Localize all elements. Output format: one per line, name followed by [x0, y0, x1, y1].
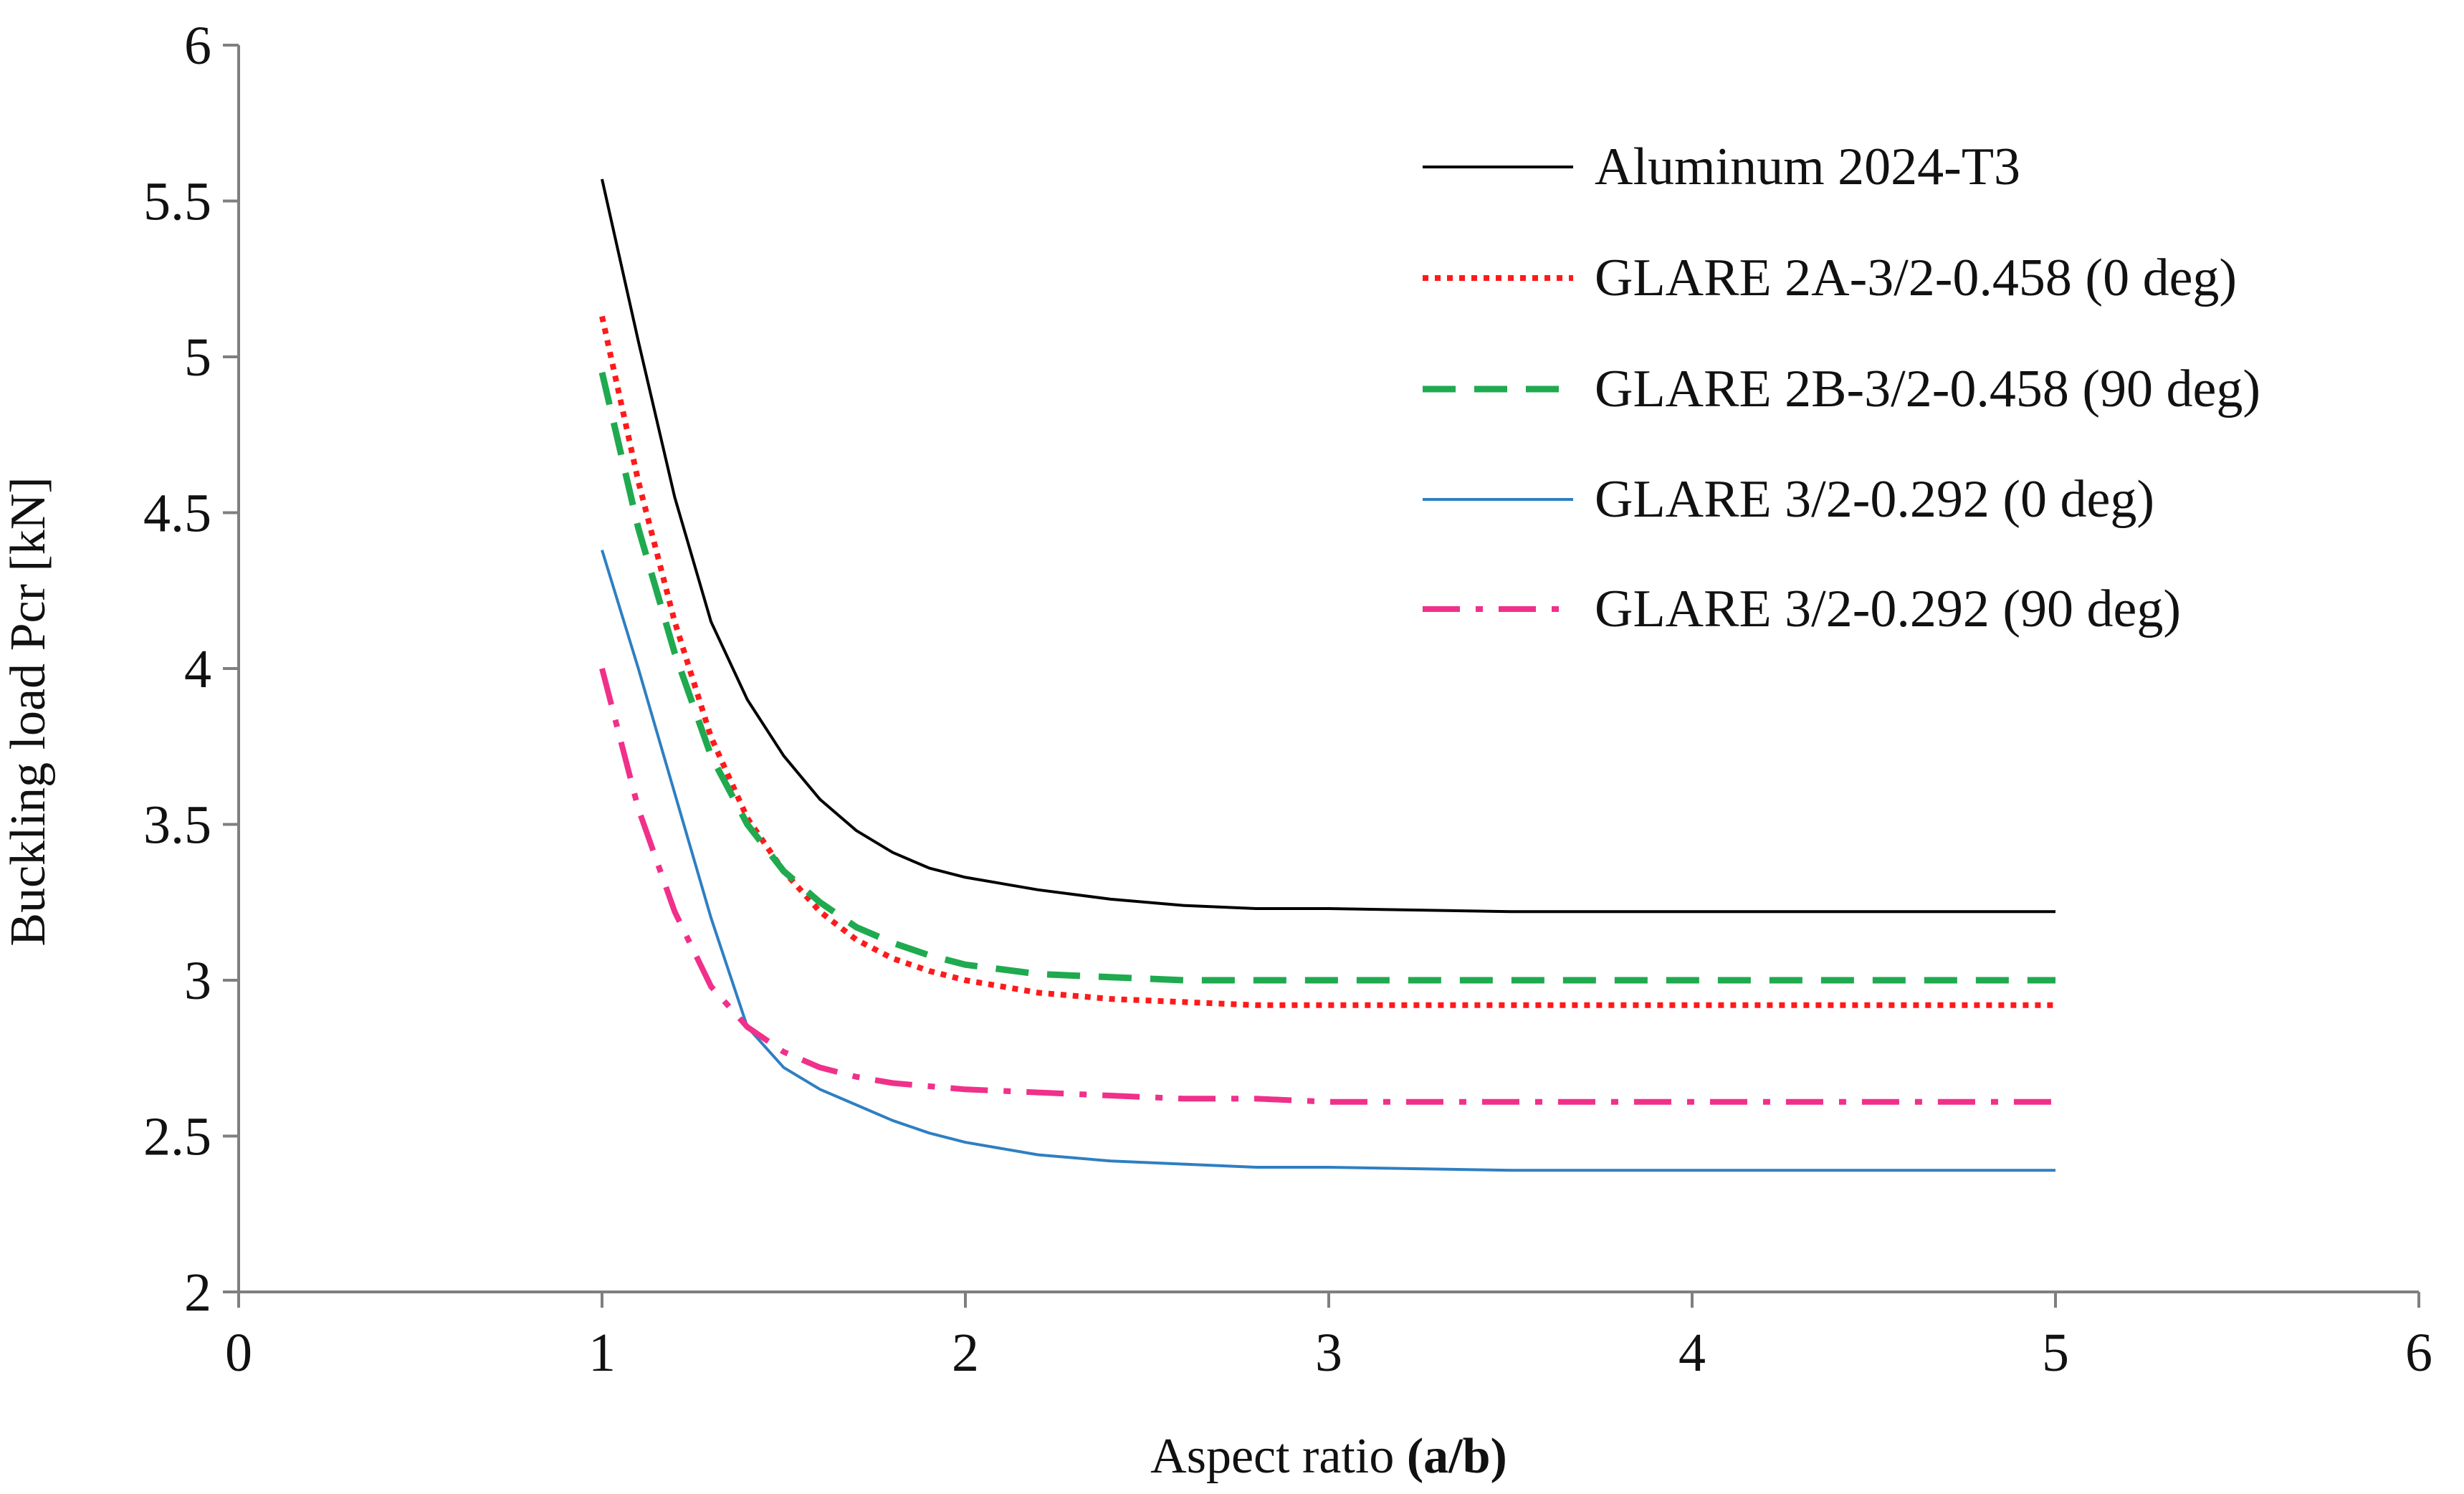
x-axis-title-bold: (a/b): [1407, 1429, 1507, 1484]
y-axis-title: Buckling load Pcr [kN]: [1, 477, 56, 946]
series-line-5: [599, 667, 2055, 1105]
legend-label-5: GLARE 3/2-0.292 (90 deg): [1595, 580, 2181, 638]
y-tick-label: 4.5: [143, 484, 211, 544]
y-tick-label: 6: [184, 16, 211, 76]
ticks-layer: 2 2.5 3 3.5 4 4.5 5 5.5 6 0 1 2 3 4 5 6: [143, 16, 2432, 1383]
y-tick-label: 5: [184, 327, 211, 388]
y-tick-label: 2: [184, 1263, 211, 1323]
x-axis-title: Aspect ratio (a/b): [1150, 1429, 1507, 1484]
x-tick-label: 0: [225, 1323, 252, 1383]
series-line-2: [599, 315, 2055, 1008]
series-line-1: [601, 178, 2055, 914]
y-tick-label: 5.5: [143, 172, 211, 232]
legend: Aluminum 2024-T3 GLARE 2A-3/2-0.458 (0 de…: [1423, 138, 2260, 638]
y-tick-label: 4: [184, 639, 211, 699]
x-tick-label: 6: [2405, 1323, 2432, 1383]
x-tick-label: 1: [588, 1323, 616, 1383]
x-tick-label: 3: [1315, 1323, 1342, 1383]
x-axis-title-text: Aspect ratio: [1150, 1429, 1407, 1484]
y-tick-label: 2.5: [143, 1107, 211, 1167]
legend-label-2: GLARE 2A-3/2-0.458 (0 deg): [1595, 249, 2237, 307]
series-line-4: [601, 550, 2055, 1172]
x-tick-label: 2: [952, 1323, 979, 1383]
series-layer: [598, 178, 2055, 1172]
legend-label-3: GLARE 2B-3/2-0.458 (90 deg): [1595, 360, 2260, 418]
y-tick-label: 3: [184, 951, 211, 1011]
legend-label-1: Aluminum 2024-T3: [1595, 138, 2020, 196]
series-line-3: [598, 371, 2055, 984]
legend-label-4: GLARE 3/2-0.292 (0 deg): [1595, 470, 2154, 529]
x-tick-label: 5: [2042, 1323, 2069, 1383]
x-tick-label: 4: [1679, 1323, 1706, 1383]
axes-layer: [237, 45, 2419, 1293]
y-tick-label: 3.5: [143, 795, 211, 856]
